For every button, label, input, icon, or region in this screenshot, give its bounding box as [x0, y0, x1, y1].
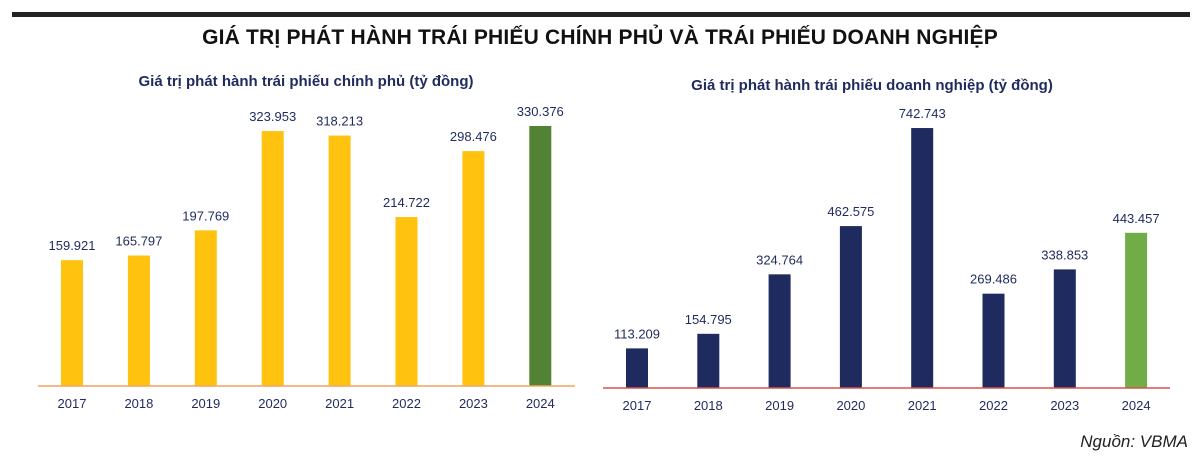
gov-x-tick-2021: 2021 — [325, 396, 354, 411]
gov-x-tick-2024: 2024 — [526, 396, 555, 411]
top-rule — [12, 12, 1190, 17]
gov-bar-2017 — [61, 260, 83, 386]
corp-x-tick-2023: 2023 — [1050, 398, 1079, 413]
corp-data-label-2023: 338.853 — [1041, 247, 1088, 262]
gov-data-label-2022: 214.722 — [383, 195, 430, 210]
corp-bar-2017 — [626, 348, 648, 388]
gov-x-tick-2019: 2019 — [191, 396, 220, 411]
corp-data-label-2018: 154.795 — [685, 312, 732, 327]
corp-x-tick-2024: 2024 — [1122, 398, 1151, 413]
gov-x-tick-2020: 2020 — [258, 396, 287, 411]
gov-bar-2024 — [529, 125, 552, 387]
gov-data-label-2024: 330.376 — [517, 104, 564, 119]
gov-bar-2020 — [261, 131, 284, 386]
corp-data-label-2022: 269.486 — [970, 272, 1017, 287]
corp-x-tick-2021: 2021 — [908, 398, 937, 413]
corp-chart-title: Giá trị phát hành trái phiếu doanh nghiệ… — [691, 77, 1053, 94]
corp-bar-2018 — [697, 333, 720, 388]
corp-bar-2019 — [768, 274, 791, 388]
corp-data-label-2021: 742.743 — [899, 106, 946, 121]
gov-x-tick-2018: 2018 — [124, 396, 153, 411]
corp-bar-2020 — [839, 226, 862, 388]
gov-bar-2021 — [328, 135, 351, 386]
gov-bar-2019 — [194, 230, 217, 386]
corp-x-tick-2018: 2018 — [694, 398, 723, 413]
gov-bar-2023 — [462, 151, 485, 386]
gov-bar-2022 — [395, 217, 418, 386]
corp-data-label-2017: 113.209 — [614, 326, 660, 341]
gov-data-label-2019: 197.769 — [182, 208, 229, 223]
corp-bar-2023 — [1053, 269, 1076, 388]
corp-bar-2022 — [982, 293, 1005, 388]
gov-chart-title: Giá trị phát hành trái phiếu chính phủ (… — [139, 73, 474, 90]
gov-x-tick-2022: 2022 — [392, 396, 421, 411]
gov-x-tick-2017: 2017 — [58, 396, 87, 411]
gov-data-label-2017: 159.921 — [49, 238, 96, 253]
corp-x-tick-2022: 2022 — [979, 398, 1008, 413]
gov-data-label-2023: 298.476 — [450, 129, 497, 144]
gov-data-label-2020: 323.953 — [249, 109, 296, 124]
gov-x-tick-2023: 2023 — [459, 396, 488, 411]
gov-bar-2018 — [127, 255, 150, 386]
page-title: GIÁ TRỊ PHÁT HÀNH TRÁI PHIẾU CHÍNH PHỦ V… — [202, 26, 998, 49]
corp-x-tick-2019: 2019 — [765, 398, 794, 413]
corp-data-label-2024: 443.457 — [1113, 211, 1160, 226]
corp-x-tick-2017: 2017 — [623, 398, 652, 413]
corp-bar-2021 — [911, 128, 934, 388]
gov-data-label-2018: 165.797 — [115, 234, 162, 249]
corp-bar-2024 — [1125, 232, 1148, 388]
source-note: Nguồn: VBMA — [1080, 432, 1188, 451]
corp-data-label-2019: 324.764 — [756, 252, 803, 267]
corp-data-label-2020: 462.575 — [827, 204, 874, 219]
corp-x-tick-2020: 2020 — [836, 398, 865, 413]
gov-data-label-2021: 318.213 — [316, 114, 363, 129]
